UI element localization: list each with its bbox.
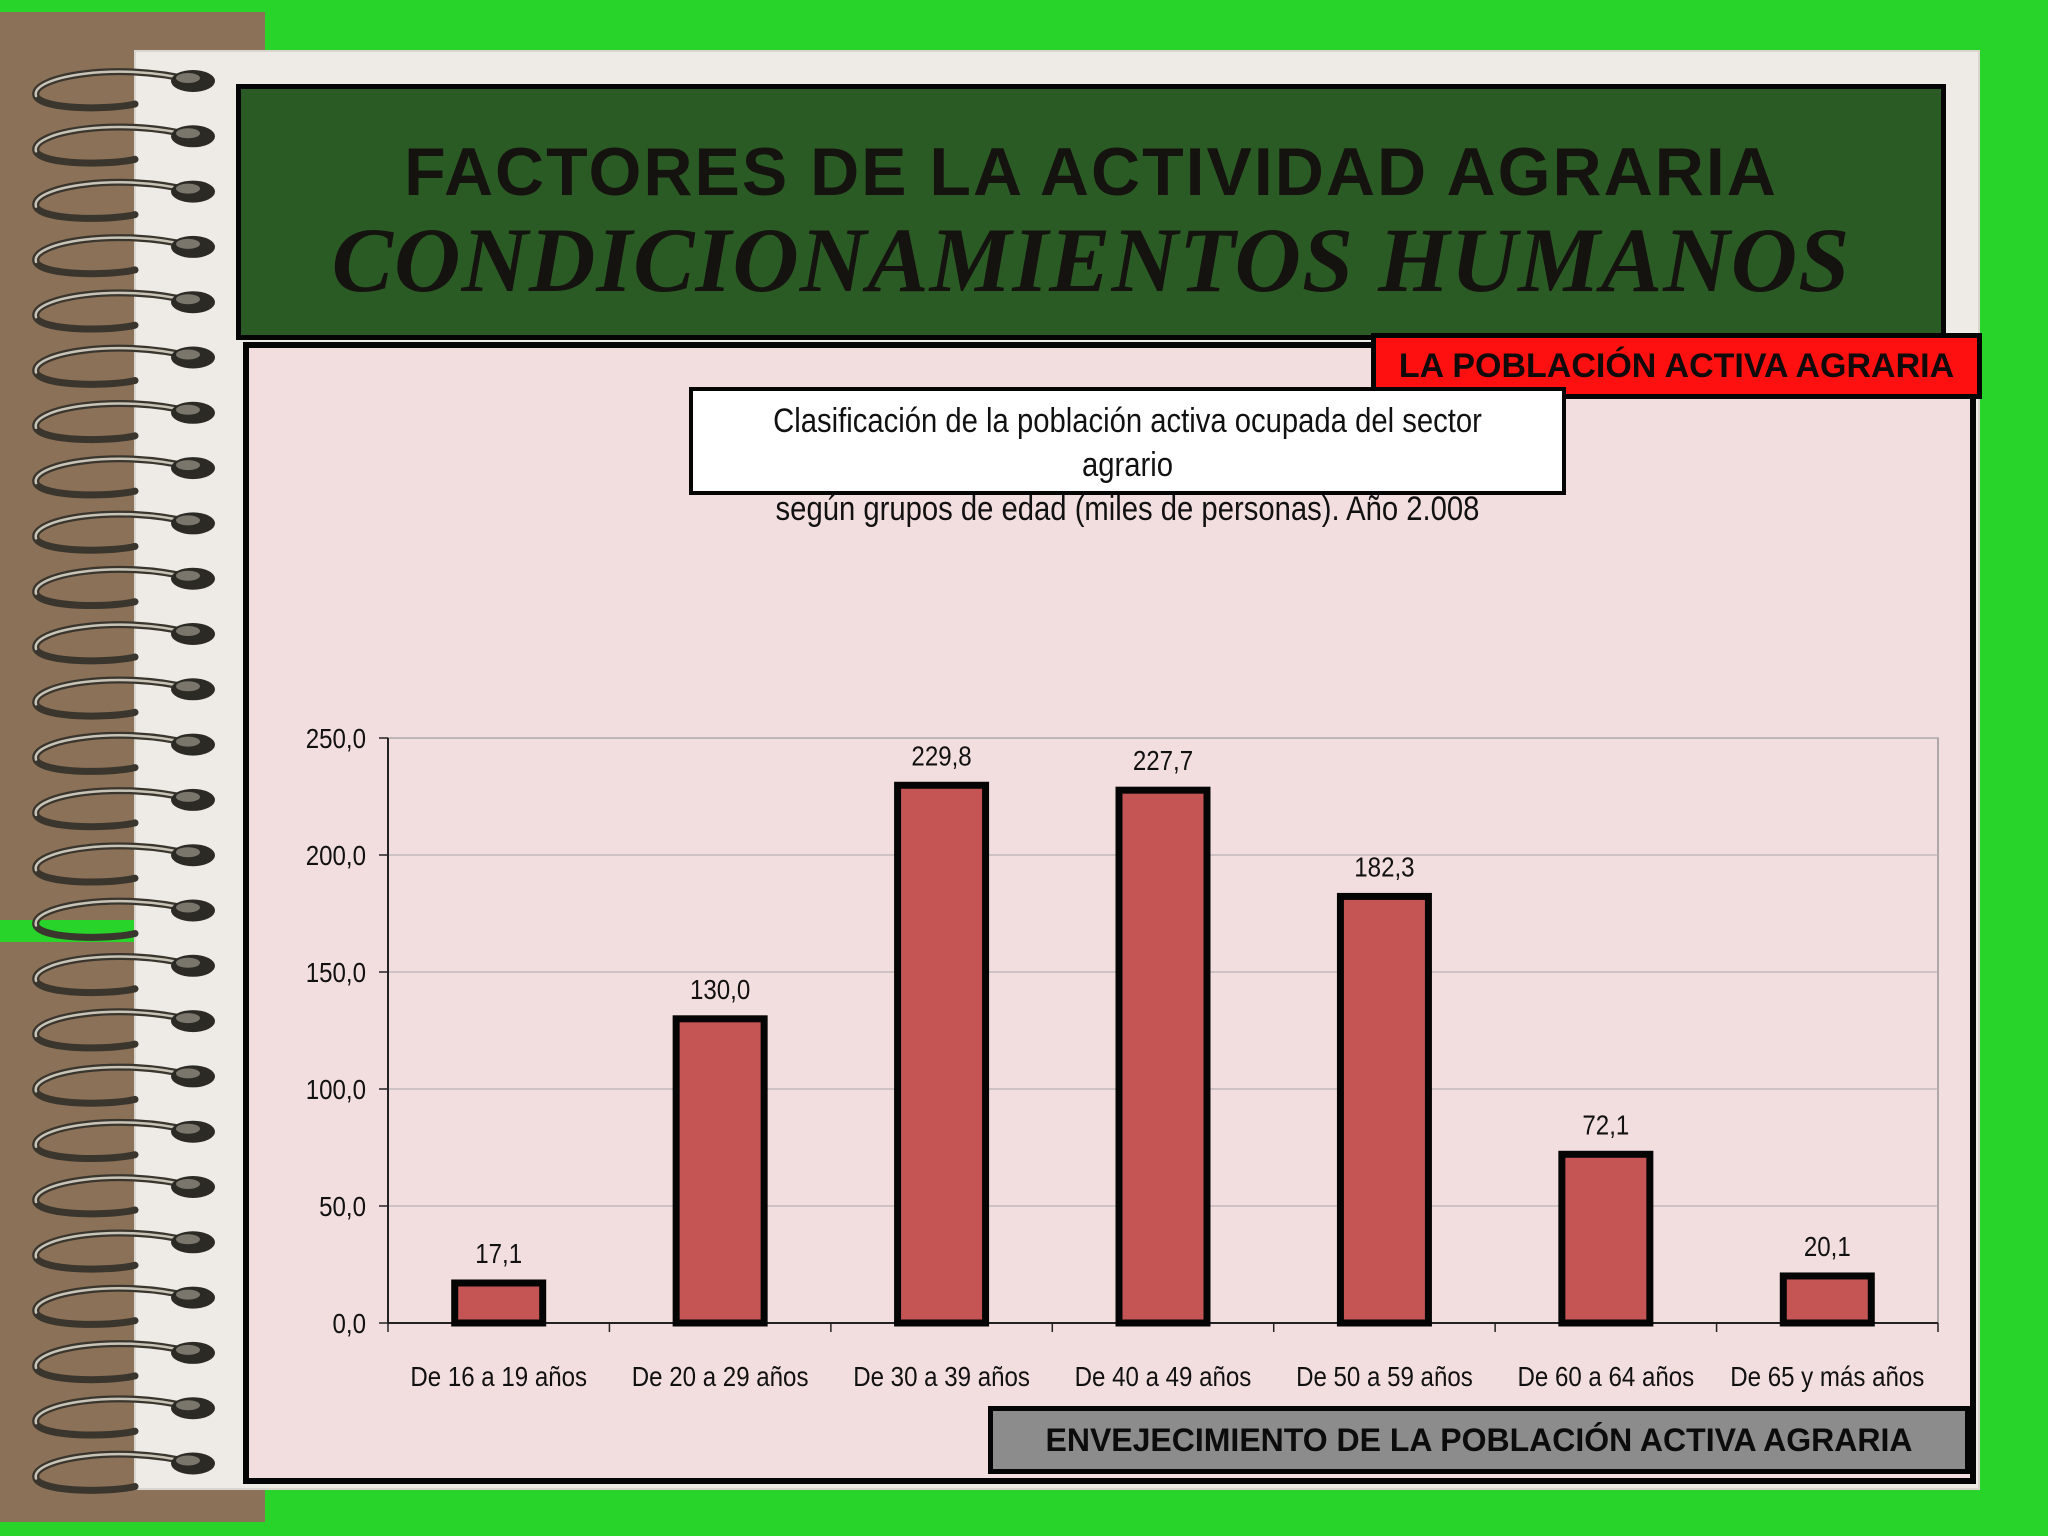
binder-ring-icon — [32, 68, 215, 112]
binder-ring-icon — [32, 953, 215, 997]
slide-title: FACTORES DE LA ACTIVIDAD AGRARIA — [404, 134, 1778, 210]
spiral-binding — [32, 68, 215, 1494]
data-label: 227,7 — [1133, 744, 1193, 776]
binder-ring-icon — [32, 1340, 215, 1384]
binder-ring-icon — [32, 1395, 215, 1439]
x-tick-label: De 30 a 39 años — [853, 1360, 1030, 1392]
data-label: 229,8 — [911, 740, 971, 772]
y-tick-label: 200,0 — [306, 839, 366, 871]
chart-title-line-2: según grupos de edad (miles de personas)… — [775, 490, 1480, 528]
x-tick-label: De 50 a 59 años — [1296, 1360, 1473, 1392]
bar — [1115, 786, 1211, 1327]
x-tick-label: De 65 y más años — [1730, 1360, 1924, 1392]
binder-ring-icon — [32, 344, 215, 388]
binder-ring-icon — [32, 178, 215, 222]
binder-ring-icon — [32, 621, 215, 665]
binder-ring-icon — [32, 731, 215, 775]
bar — [894, 781, 990, 1327]
binder-ring-icon — [32, 400, 215, 444]
x-tick-label: De 40 a 49 años — [1075, 1360, 1252, 1392]
footer-badge: ENVEJECIMIENTO DE LA POBLACIÓN ACTIVA AG… — [988, 1406, 1970, 1474]
bar — [1779, 1272, 1875, 1327]
binder-ring-icon — [32, 510, 215, 554]
x-tick-label: De 60 a 64 años — [1518, 1360, 1695, 1392]
x-tick-label: De 16 a 19 años — [410, 1360, 587, 1392]
binder-ring-icon — [32, 1229, 215, 1273]
y-tick-label: 150,0 — [306, 956, 366, 988]
x-tick-label: De 20 a 29 años — [632, 1360, 809, 1392]
data-label: 20,1 — [1804, 1230, 1851, 1262]
chart-title-line-1: Clasificación de la población activa ocu… — [773, 402, 1482, 484]
binder-ring-icon — [32, 1174, 215, 1218]
slide-header: FACTORES DE LA ACTIVIDAD AGRARIA CONDICI… — [236, 84, 1946, 340]
binder-ring-icon — [32, 1063, 215, 1107]
binder-ring-icon — [32, 565, 215, 609]
data-label: 17,1 — [475, 1237, 522, 1269]
chart-title-box: Clasificación de la población activa ocu… — [689, 387, 1566, 528]
bar — [1558, 1150, 1654, 1327]
binder-ring-icon — [32, 1284, 215, 1328]
binder-ring-icon — [32, 289, 215, 333]
binder-ring-icon — [32, 1008, 215, 1052]
y-tick-label: 100,0 — [306, 1073, 366, 1105]
y-tick-label: 0,0 — [333, 1307, 366, 1339]
binder-ring-icon — [32, 676, 215, 720]
binder-ring-icon — [32, 897, 215, 941]
data-label: 130,0 — [690, 973, 750, 1005]
binder-ring-icon — [32, 234, 215, 278]
binder-ring-icon — [32, 1450, 215, 1494]
data-label: 182,3 — [1354, 851, 1414, 883]
binder-ring-icon — [32, 787, 215, 831]
binder-ring-icon — [32, 123, 215, 167]
binder-ring-icon — [32, 842, 215, 886]
data-label: 72,1 — [1582, 1109, 1629, 1141]
binder-ring-icon — [32, 1118, 215, 1162]
slide-subtitle: CONDICIONAMIENTOS HUMANOS — [331, 209, 1851, 311]
bar — [1336, 892, 1432, 1327]
bar — [672, 1015, 768, 1327]
bar — [451, 1279, 547, 1327]
y-tick-label: 50,0 — [319, 1190, 366, 1222]
y-tick-label: 250,0 — [306, 722, 366, 754]
binder-ring-icon — [32, 455, 215, 499]
